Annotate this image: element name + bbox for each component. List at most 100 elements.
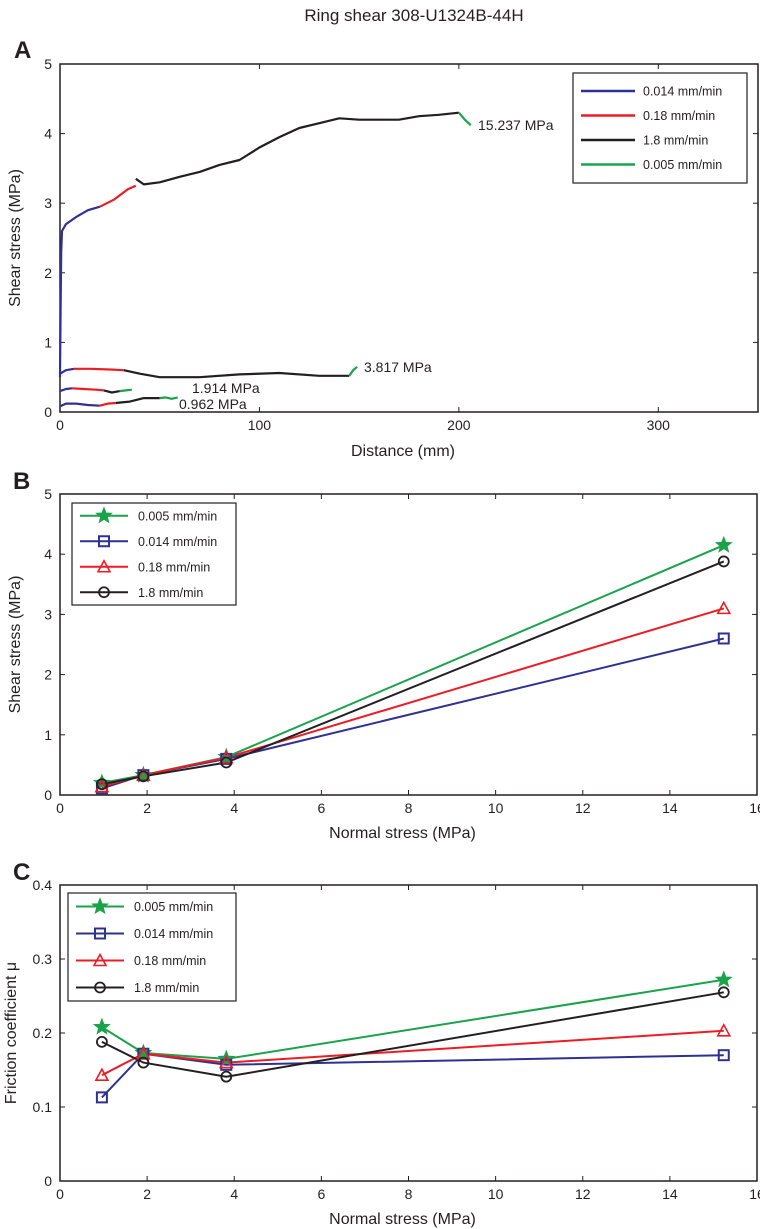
x-tick-label: 12 [575, 1186, 591, 1202]
trace-segment-green [458, 111, 472, 127]
data-point-star [714, 535, 733, 553]
y-tick-label: 0.1 [33, 1099, 53, 1115]
data-point-circle [717, 986, 730, 999]
legend-marker-circle [94, 981, 106, 994]
legend-marker-square [98, 535, 110, 548]
y-tick-label: 5 [44, 486, 52, 502]
data-point-triangle [218, 750, 234, 764]
y-axis-label: Shear stress (MPa) [7, 576, 24, 714]
y-axis-label: Friction coefficient μ [3, 962, 20, 1104]
x-tick-label: 10 [488, 800, 504, 816]
x-tick-label: 8 [405, 800, 413, 816]
data-point-square [220, 752, 233, 765]
normal-stress-annotation: 1.914 MPa [192, 380, 260, 396]
trace-segment-blue [59, 387, 73, 393]
trace-segment-blue [59, 402, 100, 408]
panel-b: B0246810121416012345Normal stress (MPa)S… [7, 468, 760, 842]
y-tick-label: 5 [44, 56, 52, 72]
y-tick-label: 1 [44, 727, 52, 743]
x-tick-label: 14 [662, 800, 678, 816]
x-tick-label: 12 [575, 800, 591, 816]
legend-label: 1.8 mm/min [134, 981, 199, 995]
series-line [101, 607, 725, 788]
trace-segment-green [119, 388, 132, 393]
legend-marker-triangle [96, 559, 112, 573]
y-tick-label: 4 [44, 546, 52, 562]
legend-marker-square [94, 927, 106, 940]
data-point-square [95, 1091, 108, 1104]
legend-label: 0.18 mm/min [138, 560, 210, 574]
legend-label: 0.005 mm/min [138, 509, 217, 523]
x-tick-label: 8 [405, 1186, 413, 1202]
x-tick-label: 0 [56, 800, 64, 816]
figure-title: Ring shear 308-U1324B-44H [304, 6, 523, 25]
data-point-circle [137, 1056, 150, 1069]
series-line [101, 560, 725, 786]
plot-frame [59, 63, 759, 413]
trace-segment-black [103, 389, 120, 394]
trace-segment-red [71, 387, 104, 392]
y-tick-label: 0.2 [33, 1025, 53, 1041]
legend-label: 0.005 mm/min [643, 158, 722, 172]
series-line [101, 991, 724, 1078]
y-tick-label: 3 [44, 606, 52, 622]
x-tick-label: 0 [56, 1186, 64, 1202]
panel-letter: B [13, 468, 30, 495]
data-point-triangle [94, 1067, 110, 1081]
data-point-circle [220, 756, 233, 769]
x-axis-label: Normal stress (MPa) [329, 1211, 476, 1228]
legend-marker-star [91, 897, 109, 915]
x-tick-label: 6 [317, 1186, 325, 1202]
y-tick-label: 2 [44, 265, 52, 281]
series-line [101, 978, 724, 1060]
x-tick-label: 16 [749, 1186, 760, 1202]
data-point-triangle [94, 778, 110, 793]
legend-label: 1.8 mm/min [138, 586, 203, 600]
legend-label: 0.014 mm/min [643, 85, 722, 99]
data-point-triangle [218, 1054, 234, 1069]
trace-segment-blue [58, 205, 101, 378]
x-tick-label: 10 [488, 1186, 504, 1202]
data-point-triangle [136, 767, 151, 781]
y-tick-label: 2 [44, 667, 52, 683]
trace-segment-black [135, 111, 460, 186]
y-tick-label: 0 [44, 404, 52, 420]
normal-stress-annotation: 3.817 MPa [364, 359, 432, 375]
normal-stress-annotation: 0.962 MPa [179, 396, 247, 412]
data-point-triangle [136, 1046, 151, 1060]
x-tick-label: 300 [647, 417, 671, 433]
data-point-circle [220, 1070, 233, 1083]
panel-c: C 0 2 4 6 8 10 12 14 16 0 0.1 0.2 0.3 0.4 Normal stress… [3, 859, 760, 1228]
y-tick-label: 1 [44, 334, 52, 350]
data-point-circle [137, 770, 150, 783]
trace-segment-blue [59, 367, 75, 375]
legend-label: 0.18 mm/min [643, 109, 715, 123]
legend-box [71, 502, 237, 606]
legend-label: 0.014 mm/min [138, 535, 217, 549]
data-point-triangle [716, 1023, 732, 1037]
legend-marker-circle [98, 586, 110, 599]
x-tick-label: 14 [662, 1186, 678, 1202]
data-point-square [717, 632, 730, 645]
panel-a: A 0 100 200 300 0 1 2 3 4 5 Distance (mm) Shear stre… [7, 37, 759, 460]
panel-letter: C [13, 859, 30, 886]
y-tick-label: 0 [44, 787, 52, 803]
y-tick-label: 4 [44, 126, 52, 142]
x-tick-label: 4 [230, 800, 238, 816]
series-line [101, 1052, 724, 1099]
legend-label: 0.014 mm/min [134, 927, 213, 941]
y-tick-label: 0.3 [33, 951, 53, 967]
x-tick-label: 2 [143, 1186, 151, 1202]
x-tick-label: 4 [230, 1186, 238, 1202]
x-tick-label: 6 [317, 800, 325, 816]
legend-marker-triangle [92, 952, 108, 967]
data-point-circle [96, 1035, 108, 1048]
legend-label: 1.8 mm/min [643, 134, 708, 148]
x-tick-label: 2 [143, 800, 151, 816]
y-tick-label: 0.4 [33, 877, 53, 893]
trace-segment-green [159, 396, 178, 400]
data-point-star [714, 970, 733, 988]
data-point-triangle [716, 600, 732, 615]
legend-label: 0.005 mm/min [134, 900, 213, 914]
